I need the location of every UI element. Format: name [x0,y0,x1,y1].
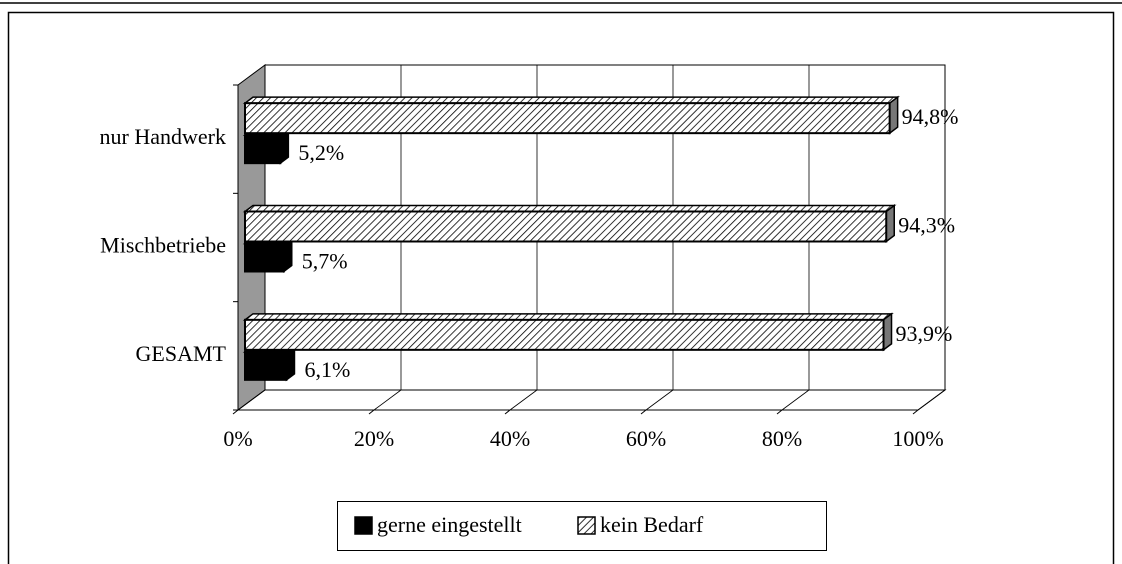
bar [244,242,285,273]
bar-side [885,204,895,243]
bar-side [283,236,293,273]
grid-line [237,389,266,411]
bar [244,210,888,243]
value-label: 94,3% [898,213,955,238]
bar-side [285,344,296,382]
y-tick-label: nur Handwerk [100,124,226,149]
y-tick-label: Mischbetriebe [100,233,226,258]
tick-mark [368,409,375,415]
value-label: 6,1% [304,357,350,382]
value-label: 5,7% [302,249,348,274]
value-label: 93,9% [896,321,953,346]
bar-side [882,312,893,352]
bar [244,134,282,165]
value-label: 94,8% [902,104,959,129]
x-tick-label: 80% [762,426,802,451]
bar-side [279,127,290,165]
y-tick-label: GESAMT [136,341,227,366]
legend-swatch [577,516,596,535]
x-tick-label: 40% [490,426,530,451]
grid-line [373,389,402,411]
floor [236,389,947,411]
grid-line [781,389,810,411]
bar-side [888,95,899,135]
bar [244,350,288,381]
grid-line [645,389,674,411]
tick-mark [640,409,647,415]
x-tick-label: 100% [892,426,943,451]
x-tick-label: 60% [626,426,666,451]
grid-line [917,389,946,411]
x-tick-label: 20% [354,426,394,451]
legend-label: gerne eingestellt [377,512,522,537]
grid-line [509,389,538,411]
frame [7,11,1115,564]
legend-label: kein Bedarf [600,512,704,537]
bar [244,318,885,351]
bar [244,102,891,135]
value-label: 5,2% [298,140,344,165]
legend-swatch [354,516,373,535]
tick-mark [912,409,919,415]
tick-mark [776,409,783,415]
tick-mark [232,409,239,415]
tick-mark [504,409,511,415]
x-tick-label: 0% [223,426,252,451]
